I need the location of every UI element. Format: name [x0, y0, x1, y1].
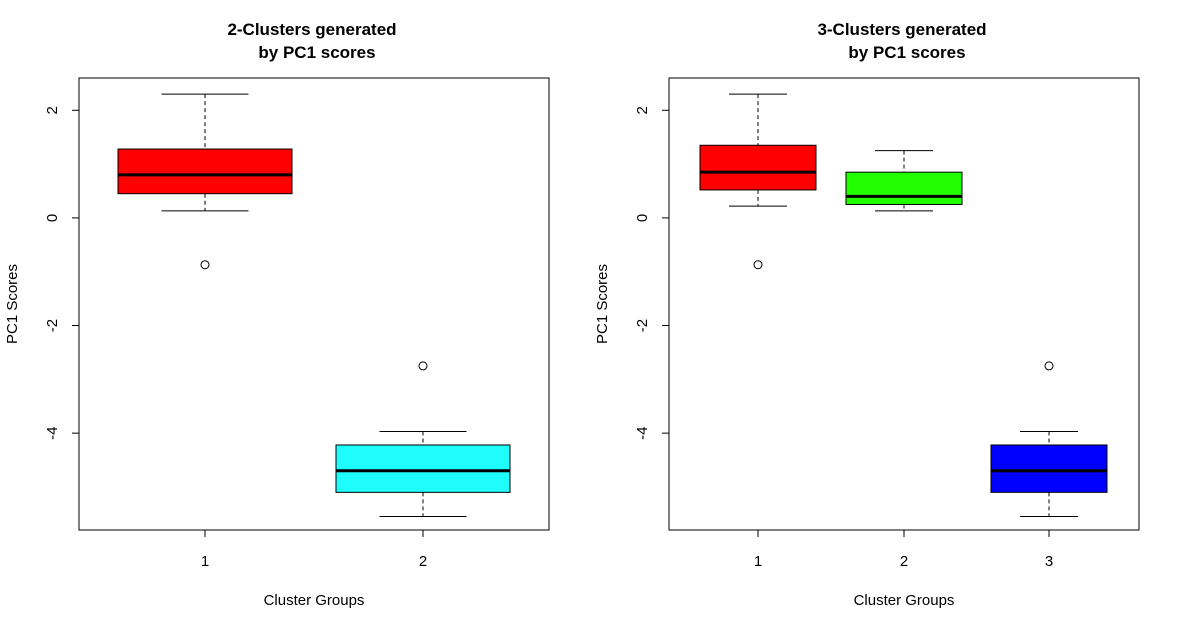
x-tick-label: 3	[1045, 553, 1053, 570]
y-tick-label: 0	[44, 214, 61, 222]
y-tick-label: 2	[634, 106, 651, 114]
box-iqr	[117, 148, 293, 195]
outlier-point	[418, 361, 428, 371]
x-tick-label: 1	[201, 553, 209, 570]
box-cluster-2	[845, 150, 963, 212]
y-axis-label: PC1 Scores	[594, 264, 611, 344]
chart-title-line-2: by PC1 scores	[258, 43, 375, 62]
boxes	[699, 93, 1108, 518]
boxes	[117, 93, 511, 518]
chart-title-line-2: by PC1 scores	[848, 43, 965, 62]
chart-title-line-1: 2-Clusters generated	[227, 20, 396, 39]
y-tick-label: -4	[634, 426, 651, 439]
box-cluster-1	[117, 93, 293, 270]
box-iqr	[699, 144, 817, 191]
x-tick-label: 2	[900, 553, 908, 570]
x-tick-label: 2	[419, 553, 427, 570]
y-tick-label: 0	[634, 214, 651, 222]
box-iqr	[990, 444, 1108, 493]
panel-3-clusters: 3-Clusters generated by PC1 scores Clust…	[594, 20, 1140, 609]
panel-2-clusters: 2-Clusters generated by PC1 scores Clust…	[4, 20, 550, 609]
box-cluster-3	[990, 361, 1108, 518]
y-tick-label: -2	[44, 319, 61, 332]
x-tick-label: 1	[754, 553, 762, 570]
outlier-point	[753, 260, 763, 270]
box-iqr	[845, 171, 963, 205]
y-tick-label: 2	[44, 106, 61, 114]
y-axis-label: PC1 Scores	[4, 264, 21, 344]
box-iqr	[335, 444, 511, 493]
box-cluster-2	[335, 361, 511, 518]
x-axis-label: Cluster Groups	[854, 592, 955, 609]
axis-ticks: 2 0 -2 -4 1 2	[44, 106, 427, 570]
box-cluster-1	[699, 93, 817, 270]
outlier-point	[200, 260, 210, 270]
x-axis-label: Cluster Groups	[264, 592, 365, 609]
chart-title-line-1: 3-Clusters generated	[817, 20, 986, 39]
axis-ticks: 2 0 -2 -4 1 2 3	[634, 106, 1053, 570]
y-tick-label: -4	[44, 426, 61, 439]
y-tick-label: -2	[634, 319, 651, 332]
outlier-point	[1044, 361, 1054, 371]
